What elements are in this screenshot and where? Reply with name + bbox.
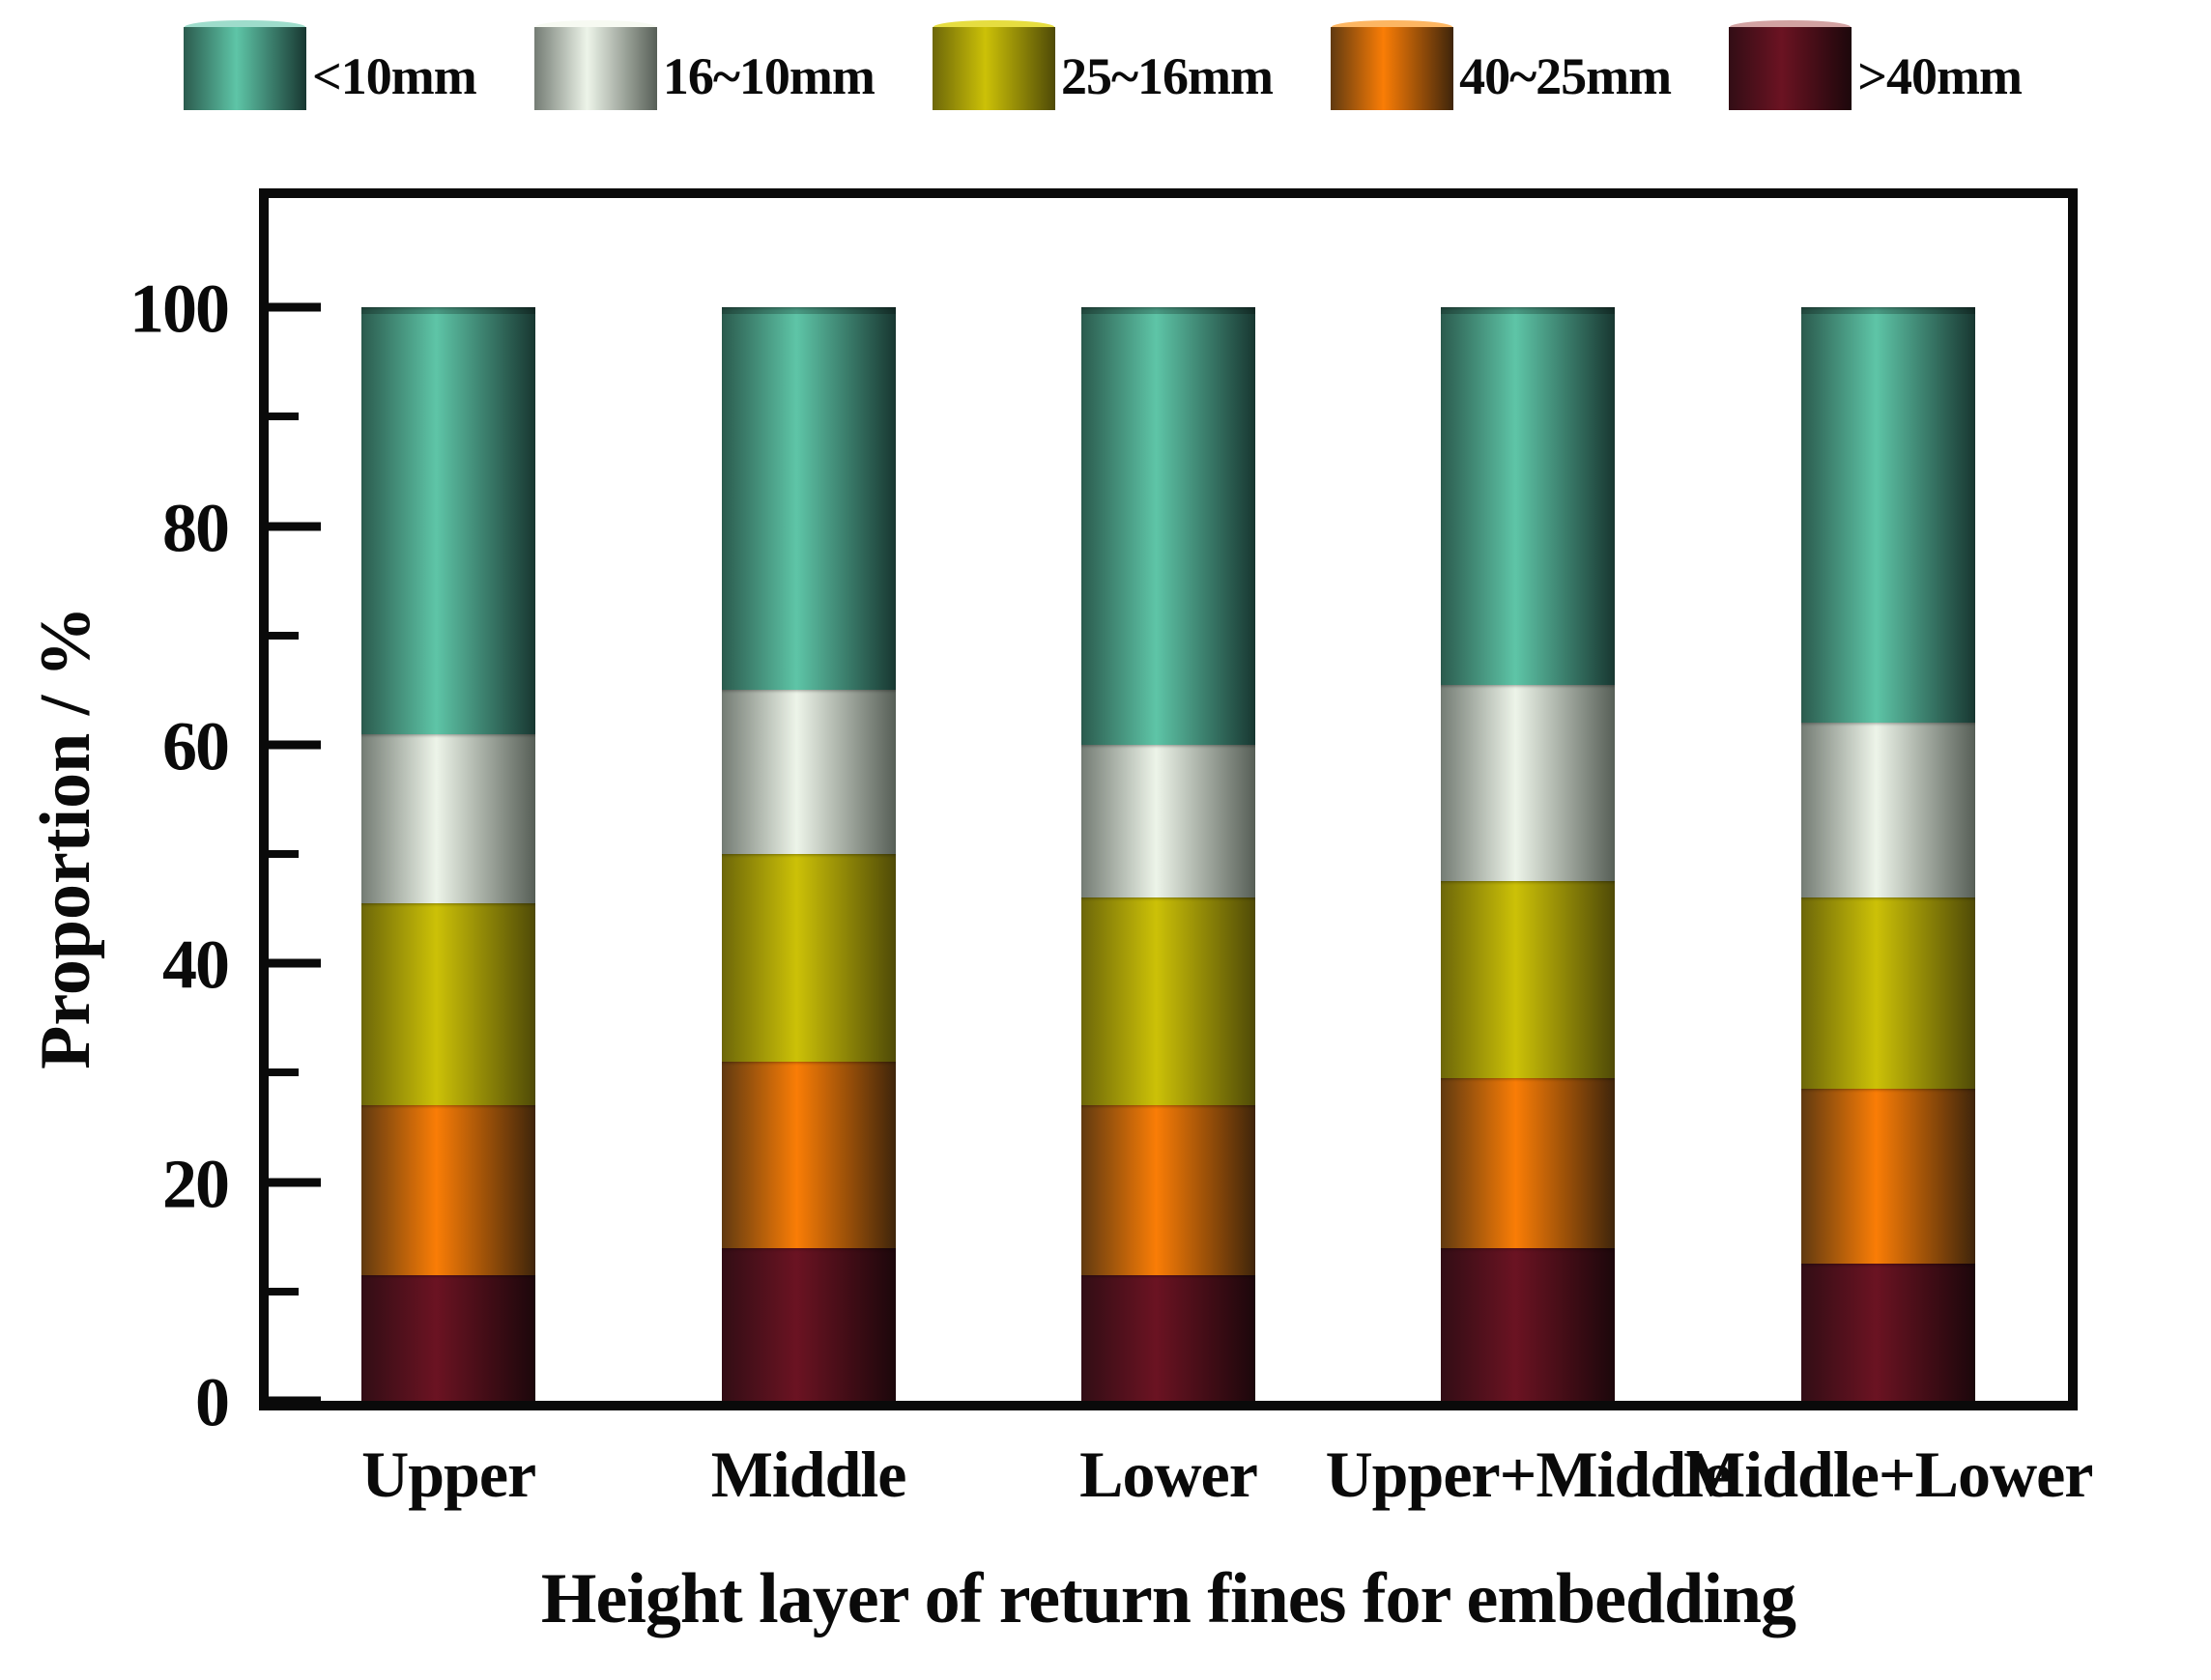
bar-segment-40-25mm — [1081, 1105, 1255, 1275]
y-major-tick — [269, 522, 321, 531]
bar-segment-25-16mm — [1081, 897, 1255, 1106]
bar-segment-16-10mm — [1081, 744, 1255, 898]
legend: <10mm 16~10mm 25~16mm 40~25mm >40mm — [184, 17, 2025, 110]
x-axis-category-labels: Upper Middle Lower Upper+Middle Middle+Lower — [269, 1438, 2093, 1528]
bar-segment-16-10mm — [1441, 684, 1616, 882]
legend-swatch-body — [533, 27, 657, 110]
plot-frame — [259, 188, 2078, 1410]
bar-segment-25-16mm — [1800, 897, 1975, 1090]
legend-swatch-icon — [184, 20, 306, 110]
bar-segment-lt-10mm — [1800, 307, 1975, 724]
bar-lower — [1081, 307, 1255, 1401]
legend-label: <10mm — [312, 47, 477, 106]
y-minor-tick — [269, 631, 299, 640]
plot-inner — [269, 198, 2068, 1406]
bar-segment-40-25mm — [1800, 1089, 1975, 1265]
bar-segment-lt-10mm — [1081, 307, 1255, 745]
y-major-tick — [269, 1396, 321, 1406]
y-tick-label: 0 — [195, 1363, 230, 1441]
y-tick-label: 60 — [162, 707, 230, 785]
bar-segment-lt-10mm — [1441, 307, 1616, 685]
bar-segment-16-10mm — [361, 733, 536, 904]
legend-swatch-icon — [1729, 20, 1852, 110]
legend-swatch-body — [1729, 27, 1852, 110]
legend-item: >40mm — [1729, 20, 2025, 110]
y-major-tick — [269, 740, 321, 750]
bar-segment-40-25mm — [1441, 1078, 1616, 1248]
bar-upper-plus-middle — [1441, 307, 1616, 1401]
legend-item: <10mm — [184, 20, 480, 110]
legend-swatch-icon — [533, 20, 657, 110]
bar-middle-plus-lower — [1800, 307, 1975, 1401]
y-major-tick — [269, 302, 321, 312]
y-tick-label: 40 — [162, 925, 230, 1004]
x-category-label: Middle+Lower — [1683, 1438, 2093, 1511]
y-axis-title-text: Proportion / % — [26, 606, 105, 1069]
y-tick-label: 80 — [162, 488, 230, 566]
legend-item: 40~25mm — [1331, 20, 1675, 110]
bar-segment-40-25mm — [361, 1105, 536, 1275]
y-minor-tick — [269, 1068, 299, 1077]
x-category-label: Lower — [1079, 1438, 1258, 1511]
x-category-label: Middle — [710, 1438, 907, 1511]
bar-segment-25-16mm — [361, 903, 536, 1106]
legend-item: 16~10mm — [533, 20, 878, 110]
bar-middle — [721, 307, 896, 1401]
legend-swatch-body — [932, 27, 1055, 110]
y-minor-tick — [269, 850, 299, 859]
x-category-label: Upper+Middle — [1325, 1438, 1733, 1511]
legend-label: >40mm — [1857, 47, 2023, 106]
legend-label: 16~10mm — [662, 47, 876, 106]
y-tick-label: 100 — [129, 270, 230, 348]
y-minor-tick — [269, 1287, 299, 1296]
y-tick-label: 20 — [162, 1145, 230, 1223]
bar-segment-gt-40mm — [361, 1274, 536, 1401]
bar-segment-25-16mm — [721, 854, 896, 1063]
bar-segment-lt-10mm — [361, 307, 536, 734]
y-major-tick — [269, 958, 321, 968]
bar-segment-gt-40mm — [1441, 1247, 1616, 1401]
legend-swatch-icon — [932, 20, 1055, 110]
y-major-tick — [269, 1178, 321, 1187]
bar-segment-40-25mm — [721, 1062, 896, 1248]
bar-segment-gt-40mm — [1800, 1264, 1975, 1401]
bar-segment-lt-10mm — [721, 307, 896, 691]
x-category-label: Upper — [361, 1438, 536, 1511]
legend-label: 25~16mm — [1060, 47, 1274, 106]
bar-segment-16-10mm — [721, 690, 896, 855]
y-axis-tick-labels: 0 20 40 60 80 100 — [0, 198, 230, 1438]
bar-segment-gt-40mm — [721, 1247, 896, 1401]
legend-swatch-body — [1331, 27, 1454, 110]
bar-segment-gt-40mm — [1081, 1274, 1255, 1401]
bar-segment-16-10mm — [1800, 723, 1975, 898]
legend-item: 25~16mm — [932, 20, 1277, 110]
legend-swatch-body — [184, 27, 306, 110]
legend-swatch-icon — [1331, 20, 1454, 110]
x-axis-title: Height layer of return fines for embeddi… — [540, 1559, 1796, 1638]
bar-upper — [361, 307, 536, 1401]
bar-segment-25-16mm — [1441, 881, 1616, 1079]
legend-label: 40~25mm — [1459, 47, 1672, 106]
y-minor-tick — [269, 413, 299, 421]
